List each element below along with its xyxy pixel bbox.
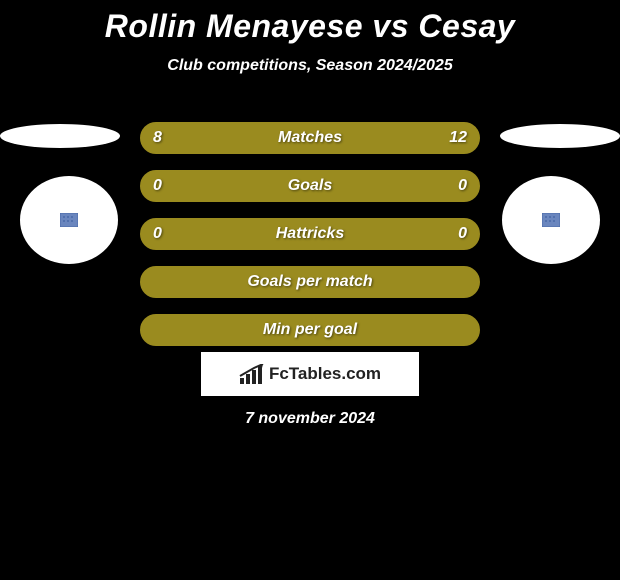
player-right-ellipse <box>500 124 620 148</box>
stat-value-left: 8 <box>153 123 162 153</box>
stat-value-right: 0 <box>458 171 467 201</box>
player-left-ellipse <box>0 124 120 148</box>
stat-value-right: 12 <box>449 123 467 153</box>
player-right-circle <box>502 176 600 264</box>
bottom-block: FcTables.com 7 november 2024 <box>0 352 620 428</box>
stat-label: Matches <box>141 123 479 153</box>
stat-label: Goals per match <box>141 267 479 297</box>
stat-label: Hattricks <box>141 219 479 249</box>
stat-row: Min per goal <box>140 314 480 346</box>
flag-right-icon <box>542 213 560 227</box>
stat-label: Min per goal <box>141 315 479 345</box>
stat-row: Matches8 12 <box>140 122 480 154</box>
stat-label: Goals <box>141 171 479 201</box>
player-left-circle <box>20 176 118 264</box>
stat-row: Hattricks0 0 <box>140 218 480 250</box>
brand-box: FcTables.com <box>201 352 419 396</box>
page-title: Rollin Menayese vs Cesay <box>0 0 620 45</box>
brand-label: FcTables.com <box>269 364 381 384</box>
stat-value-left: 0 <box>153 219 162 249</box>
flag-left-icon <box>60 213 78 227</box>
stats-panel: Matches812Goals00Hattricks00Goals per ma… <box>140 122 480 362</box>
stat-value-right: 0 <box>458 219 467 249</box>
page-subtitle: Club competitions, Season 2024/2025 <box>0 57 620 75</box>
infographic-root: Rollin Menayese vs Cesay Club competitio… <box>0 0 620 580</box>
stat-row: Goals per match <box>140 266 480 298</box>
stat-row: Goals0 0 <box>140 170 480 202</box>
brand-chart-icon <box>239 364 265 384</box>
stat-value-left: 0 <box>153 171 162 201</box>
page-date: 7 november 2024 <box>0 410 620 428</box>
